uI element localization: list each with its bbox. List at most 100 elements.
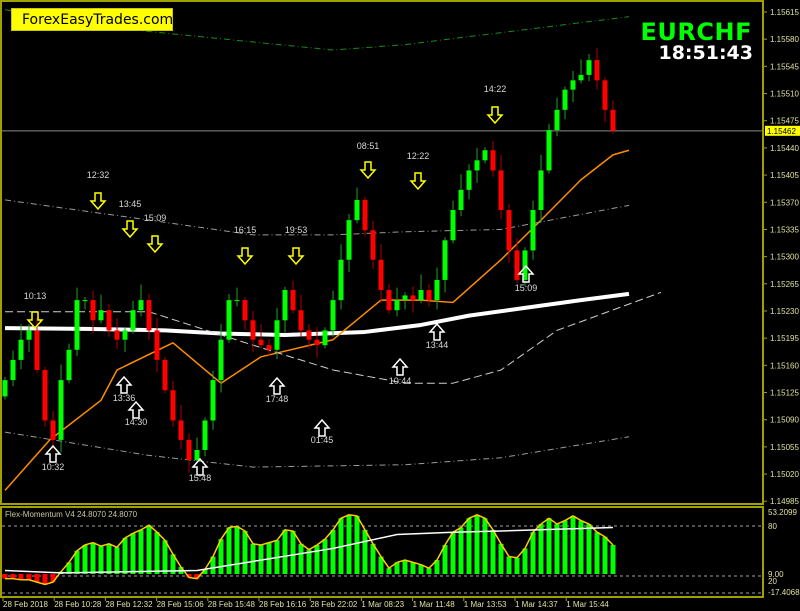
y-tick-label: 1.15020 xyxy=(770,470,799,479)
momentum-bar xyxy=(602,536,608,574)
momentum-bar xyxy=(546,518,552,574)
y-tick-label: 1.14985 xyxy=(770,497,799,506)
candle-body xyxy=(202,420,208,450)
candle-body xyxy=(554,109,560,131)
momentum-bar xyxy=(402,560,408,574)
candle-body xyxy=(138,300,144,311)
y-tick-label: 1.15580 xyxy=(770,35,799,44)
momentum-bar xyxy=(114,547,120,574)
candle-body xyxy=(42,369,48,421)
arrow-up-icon xyxy=(428,322,446,341)
momentum-bar xyxy=(514,557,520,574)
candle xyxy=(130,300,136,334)
momentum-outline xyxy=(5,513,614,586)
candle-body xyxy=(362,199,368,231)
signal-time-label: 13:45 xyxy=(119,199,142,209)
y-tick-label: 1.15615 xyxy=(770,8,799,17)
candle-body xyxy=(146,300,152,331)
candle-body xyxy=(82,300,88,302)
indicator-y-label: -17.4068 xyxy=(768,588,800,597)
y-tick-label: 1.15335 xyxy=(770,225,799,234)
arrow-down-icon xyxy=(89,192,107,211)
candle xyxy=(218,324,224,393)
sell-signal: 19:53 xyxy=(285,225,308,266)
momentum-bar xyxy=(74,550,80,574)
momentum-bar xyxy=(354,515,360,574)
candle xyxy=(122,327,128,353)
candle xyxy=(314,327,320,358)
signal-time-label: 10:44 xyxy=(389,376,412,386)
ma-slow-line xyxy=(4,291,630,338)
momentum-bar xyxy=(450,532,456,574)
momentum-bar xyxy=(554,524,560,574)
buy-signal: 01:45 xyxy=(311,418,333,445)
current-price-label: 1.15462 xyxy=(767,127,796,136)
momentum-bar xyxy=(202,569,208,574)
arrow-up-icon xyxy=(313,418,331,437)
candle xyxy=(138,284,144,317)
signal-time-label: 15:09 xyxy=(144,213,167,223)
candle xyxy=(178,404,184,450)
momentum-bar xyxy=(146,525,152,574)
indicator-y-label: 20 xyxy=(768,577,777,586)
candle xyxy=(154,317,160,373)
x-tick-label: 28 Feb 10:28 xyxy=(54,600,102,609)
x-tick-label: 1 Mar 08:23 xyxy=(361,600,404,609)
candle xyxy=(562,86,568,120)
momentum-bar xyxy=(290,531,296,574)
band-lower-line xyxy=(4,431,630,468)
candle xyxy=(370,220,376,270)
candle xyxy=(234,287,240,307)
arrow-up-icon xyxy=(391,357,409,376)
candle xyxy=(554,97,560,137)
candle-body xyxy=(594,60,600,81)
band-outer-upper-line xyxy=(4,9,630,51)
candle-body xyxy=(106,310,112,331)
buy-signal: 14:30 xyxy=(125,400,147,427)
candle xyxy=(386,283,392,314)
sell-signal: 12:22 xyxy=(407,151,429,191)
x-tick-label: 1 Mar 15:44 xyxy=(566,600,609,609)
arrow-down-icon xyxy=(486,106,504,125)
buy-signal: 15:09 xyxy=(515,264,537,293)
candle-body xyxy=(418,290,424,301)
candle-body xyxy=(586,60,592,75)
candle xyxy=(538,154,544,223)
momentum-bar xyxy=(522,548,528,574)
y-tick-label: 1.15440 xyxy=(770,144,799,153)
candle xyxy=(194,437,200,464)
buy-signal: 17:48 xyxy=(266,376,288,404)
candle-body xyxy=(18,339,24,360)
candle xyxy=(74,287,80,357)
momentum-bar xyxy=(466,518,472,574)
momentum-bar xyxy=(562,520,568,574)
band-inner-upper-line xyxy=(4,199,630,236)
candle-body xyxy=(498,170,504,211)
x-tick-label: 28 Feb 12:32 xyxy=(105,600,153,609)
candle-body xyxy=(490,150,496,171)
x-tick-label: 28 Feb 2018 xyxy=(3,600,48,609)
band-mid-line xyxy=(5,291,662,384)
candle-body xyxy=(226,300,232,340)
momentum-bar xyxy=(426,568,432,574)
momentum-bar xyxy=(482,518,488,574)
candle xyxy=(610,100,616,134)
candle xyxy=(282,286,288,333)
signal-time-label: 08:51 xyxy=(357,141,380,151)
candle-body xyxy=(34,330,40,370)
candle-body xyxy=(410,295,416,301)
candle xyxy=(186,433,192,473)
candle xyxy=(602,77,608,123)
momentum-bar xyxy=(194,574,200,579)
signal-time-label: 19:53 xyxy=(285,225,308,235)
candle-body xyxy=(242,300,248,321)
x-tick-label: 28 Feb 16:16 xyxy=(259,600,307,609)
candle xyxy=(346,213,352,273)
y-tick-label: 1.15545 xyxy=(770,62,799,71)
momentum-bar xyxy=(66,562,72,574)
candle-body xyxy=(210,380,216,421)
candle-body xyxy=(162,359,168,391)
candle-body xyxy=(514,250,520,280)
